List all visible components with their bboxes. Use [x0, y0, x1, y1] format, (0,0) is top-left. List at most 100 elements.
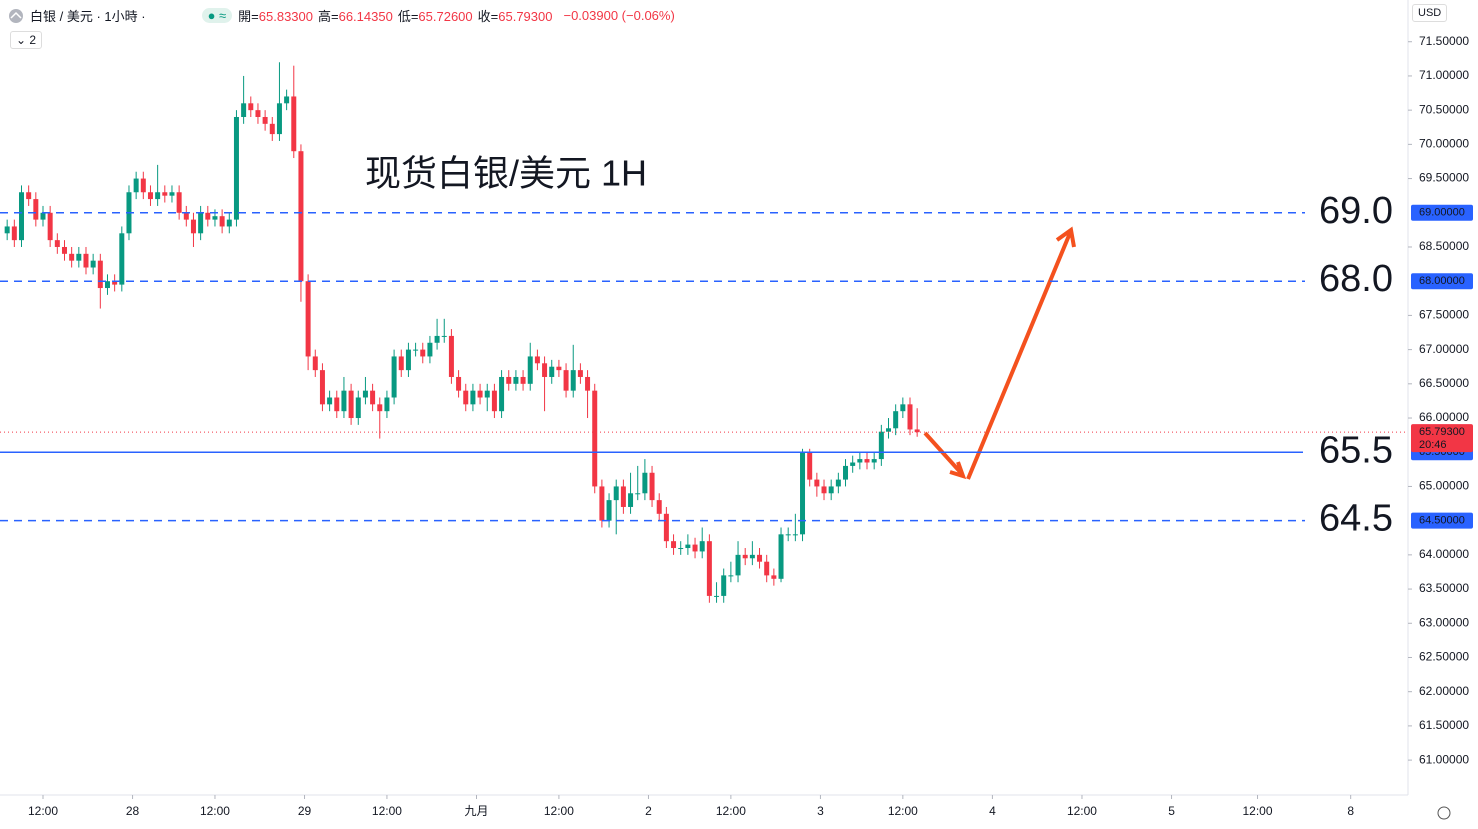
price-tag — [1411, 444, 1473, 461]
y-tick-label: 66.50000 — [1419, 376, 1469, 390]
candle-body — [477, 390, 483, 398]
last-price-label: 65.79300 — [1419, 426, 1465, 438]
candle-body — [663, 513, 669, 542]
price-tag-label: 65.50000 — [1419, 446, 1465, 458]
candle-body — [334, 397, 340, 412]
arrow — [923, 431, 967, 480]
price-tag-label: 68.00000 — [1419, 275, 1465, 287]
candle-body — [205, 212, 211, 220]
candle-body — [420, 349, 426, 357]
candle-body — [226, 219, 232, 227]
candle-body — [914, 429, 920, 433]
settings-icon[interactable] — [1437, 806, 1451, 820]
x-tick-label: 28 — [126, 804, 140, 818]
candle-body — [549, 366, 555, 377]
candle-body — [133, 178, 139, 193]
candle-body — [556, 366, 562, 371]
candle-body — [255, 110, 261, 117]
x-tick-label: 12:00 — [1067, 804, 1097, 818]
candle-body — [735, 554, 741, 576]
x-tick-label: 3 — [817, 804, 824, 818]
candle-body — [685, 544, 691, 549]
y-tick-label: 66.00000 — [1419, 410, 1469, 424]
price-tag — [1411, 512, 1473, 529]
symbol[interactable]: 白银 / 美元 · 1小時 · — [30, 9, 146, 24]
candle-body — [606, 500, 612, 521]
status-badge[interactable]: ● ≈ — [201, 8, 233, 23]
candle-body — [706, 541, 712, 596]
x-tick-label: 5 — [1168, 804, 1175, 818]
candle-body — [527, 356, 533, 384]
candle-body — [814, 479, 820, 487]
currency[interactable]: USD — [1412, 4, 1448, 22]
candle-body — [699, 541, 705, 552]
candle-body — [355, 397, 361, 419]
y-tick-label: 62.00000 — [1419, 684, 1469, 698]
candle-body — [513, 376, 519, 384]
candle-body — [857, 459, 863, 463]
candle-body — [219, 216, 225, 227]
x-tick-label: 29 — [298, 804, 312, 818]
y-tick-label: 71.00000 — [1419, 68, 1469, 82]
candle-body — [534, 356, 540, 364]
indicator-toggle[interactable]: ⌄ 2 — [10, 31, 43, 49]
candle-body — [678, 548, 684, 550]
candle-body — [714, 595, 720, 597]
candle-body — [577, 370, 583, 377]
candle-body — [54, 240, 60, 247]
candle-body — [312, 356, 318, 371]
x-tick-label: 12:00 — [1243, 804, 1273, 818]
candle-body — [613, 486, 619, 501]
y-tick-label: 64.00000 — [1419, 547, 1469, 561]
y-tick-label: 61.50000 — [1419, 718, 1469, 732]
candle-body — [26, 192, 32, 200]
x-tick-label: 2 — [645, 804, 652, 818]
symbol-icon — [9, 8, 23, 23]
candle-body — [850, 462, 856, 466]
candle-body — [835, 479, 841, 487]
candle-body — [649, 472, 655, 501]
y-tick-label: 63.00000 — [1419, 615, 1469, 629]
candle-body — [878, 431, 884, 460]
candle-body — [97, 260, 103, 289]
candle-body — [484, 390, 490, 398]
candle-body — [76, 253, 82, 261]
price-tag — [1411, 204, 1473, 221]
candle-body — [155, 192, 161, 200]
candle-body — [821, 486, 827, 494]
candle-body — [327, 397, 333, 405]
candle-body — [491, 390, 497, 412]
y-tick-label: 70.00000 — [1419, 137, 1469, 151]
candle-body — [864, 459, 870, 463]
candle-body — [233, 116, 239, 220]
candle-body — [470, 390, 476, 405]
y-tick-label: 65.00000 — [1419, 479, 1469, 493]
candle-body — [585, 376, 591, 391]
y-tick-label: 71.50000 — [1419, 34, 1469, 48]
candle-body — [291, 96, 297, 152]
candle-body — [241, 103, 247, 117]
x-tick-label: 4 — [989, 804, 996, 818]
candle-body — [147, 192, 153, 200]
ohlc-label: 高= — [318, 9, 339, 24]
candle-body — [391, 356, 397, 398]
candle-body — [90, 260, 96, 268]
candle-body — [893, 411, 899, 429]
y-tick-label: 68.50000 — [1419, 239, 1469, 253]
price-tag-label: 64.50000 — [1419, 515, 1465, 527]
candle-body — [61, 246, 67, 254]
candle-body — [771, 575, 777, 579]
candle-body — [319, 370, 325, 405]
candle-body — [728, 575, 734, 577]
candle-body — [69, 253, 75, 261]
x-tick-label: 12:00 — [28, 804, 58, 818]
candle-body — [83, 253, 89, 268]
candle-body — [757, 554, 763, 562]
y-tick-label: 61.00000 — [1419, 752, 1469, 766]
candle-body — [126, 192, 132, 234]
candle-body — [405, 349, 411, 371]
candle-body — [907, 404, 913, 430]
ohlc-label: 低= — [397, 9, 419, 24]
candle-body — [398, 356, 404, 371]
